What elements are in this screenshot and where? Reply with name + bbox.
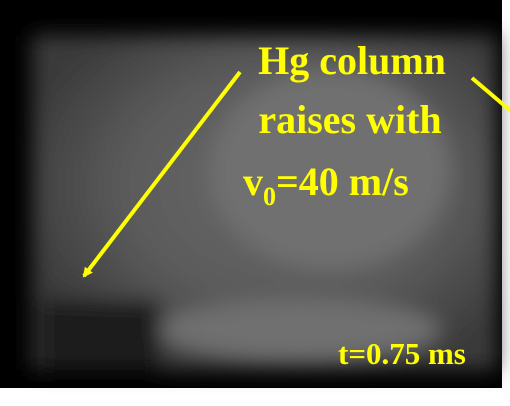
photo-content	[32, 35, 497, 370]
arrow-right	[470, 76, 510, 113]
caption-line: raises with	[258, 97, 441, 142]
caption-velocity: v0=40 m/s	[243, 159, 409, 211]
velocity-subscript: 0	[263, 182, 276, 211]
velocity-symbol: v	[243, 159, 263, 204]
velocity-value: =40 m/s	[276, 159, 409, 204]
arrow-left	[82, 70, 242, 278]
caption-line: Hg column	[258, 38, 446, 83]
timestamp: t=0.75 ms	[338, 336, 466, 371]
